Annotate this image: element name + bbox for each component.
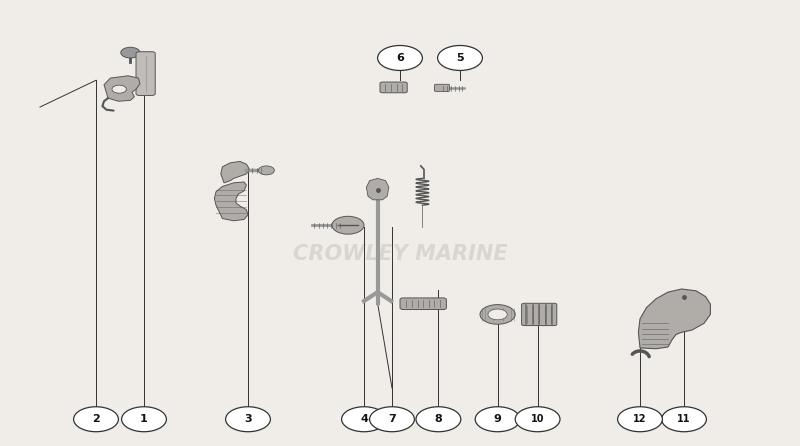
FancyBboxPatch shape <box>522 303 557 326</box>
Text: 12: 12 <box>634 414 646 424</box>
Circle shape <box>480 305 515 324</box>
Polygon shape <box>221 161 250 183</box>
Text: 4: 4 <box>360 414 368 424</box>
FancyBboxPatch shape <box>400 298 446 310</box>
Polygon shape <box>638 289 710 349</box>
Circle shape <box>342 407 386 432</box>
Text: CROWLEY MARINE: CROWLEY MARINE <box>293 244 507 264</box>
Circle shape <box>121 47 140 58</box>
Circle shape <box>122 407 166 432</box>
Circle shape <box>475 407 520 432</box>
Text: 9: 9 <box>494 414 502 424</box>
Text: 2: 2 <box>92 414 100 424</box>
Circle shape <box>618 407 662 432</box>
FancyBboxPatch shape <box>136 52 155 95</box>
Text: 3: 3 <box>244 414 252 424</box>
FancyBboxPatch shape <box>380 82 407 93</box>
Text: 5: 5 <box>456 53 464 63</box>
Text: 1: 1 <box>140 414 148 424</box>
Circle shape <box>515 407 560 432</box>
Circle shape <box>112 85 126 93</box>
Text: 11: 11 <box>678 414 690 424</box>
Circle shape <box>258 166 274 175</box>
FancyBboxPatch shape <box>434 84 450 91</box>
Polygon shape <box>214 182 248 221</box>
Polygon shape <box>104 76 140 101</box>
Circle shape <box>74 407 118 432</box>
Text: 8: 8 <box>434 414 442 424</box>
Circle shape <box>488 309 507 320</box>
Circle shape <box>370 407 414 432</box>
Circle shape <box>226 407 270 432</box>
Circle shape <box>438 45 482 70</box>
Text: 7: 7 <box>388 414 396 424</box>
Circle shape <box>662 407 706 432</box>
Polygon shape <box>366 178 389 200</box>
Circle shape <box>416 407 461 432</box>
Circle shape <box>332 216 364 234</box>
Circle shape <box>378 45 422 70</box>
Text: 10: 10 <box>531 414 544 424</box>
Text: 6: 6 <box>396 53 404 63</box>
